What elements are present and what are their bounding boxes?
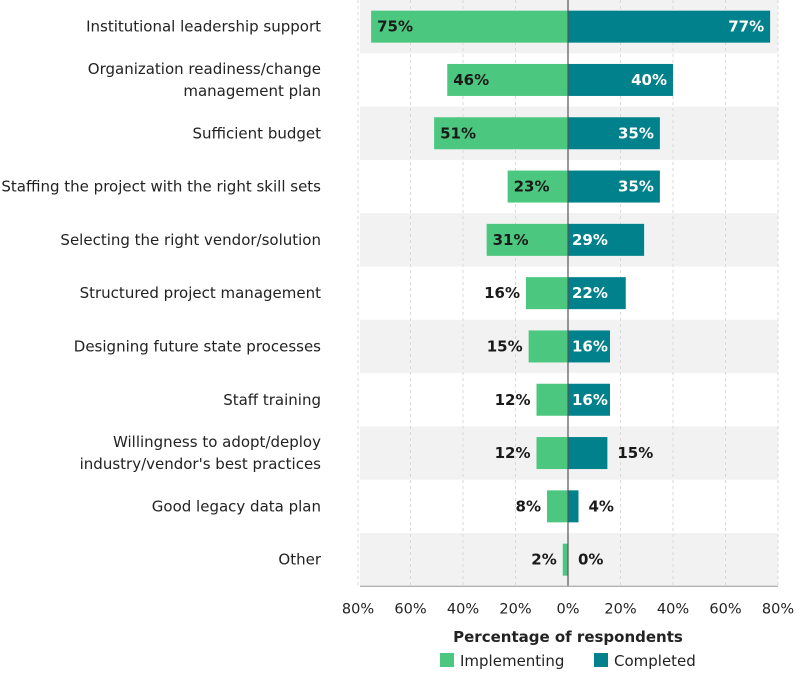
bar-implementing — [536, 437, 568, 470]
bar-implementing — [526, 277, 568, 310]
bar-implementing — [536, 383, 568, 416]
value-label-completed: 0% — [578, 551, 603, 569]
category-label: Designing future state processes — [74, 337, 321, 355]
bar-completed — [568, 437, 608, 470]
category-label: Staff training — [223, 391, 321, 409]
bar-completed — [568, 117, 660, 150]
value-label-completed: 29% — [572, 231, 608, 249]
legend-swatch-completed — [594, 653, 608, 667]
value-label-implementing: 15% — [487, 337, 523, 355]
bar-implementing — [528, 330, 568, 363]
x-axis-title: Percentage of respondents — [453, 628, 683, 646]
bar-completed — [568, 223, 645, 256]
category-label: Structured project management — [80, 284, 321, 302]
x-tick-label: 60% — [394, 601, 426, 617]
category-label: Organization readiness/change management … — [88, 60, 321, 100]
value-label-implementing: 16% — [484, 284, 520, 302]
x-tick-label: 40% — [657, 601, 689, 617]
x-tick-label: 40% — [447, 601, 479, 617]
value-label-completed: 16% — [572, 337, 608, 355]
bar-completed — [568, 170, 660, 203]
value-label-completed: 4% — [589, 497, 614, 515]
category-label: Selecting the right vendor/solution — [60, 231, 321, 249]
category-label: Sufficient budget — [192, 124, 321, 142]
value-label-implementing: 12% — [495, 444, 531, 462]
bar-implementing — [447, 63, 568, 96]
value-label-completed: 15% — [617, 444, 653, 462]
bar-completed — [568, 277, 626, 310]
value-label-completed: 77% — [728, 18, 764, 36]
value-label-implementing: 23% — [514, 178, 550, 196]
bar-implementing — [486, 223, 568, 256]
legend-swatch-implementing — [440, 653, 454, 667]
value-label-implementing: 75% — [377, 18, 413, 36]
value-label-implementing: 51% — [440, 124, 476, 142]
category-label: Staffing the project with the right skil… — [1, 178, 321, 196]
x-tick-label: 80% — [762, 601, 794, 617]
x-tick-label: 60% — [709, 601, 741, 617]
legend: Implementing Completed — [440, 652, 696, 670]
x-tick-label: 80% — [342, 601, 374, 617]
bar-completed — [568, 490, 579, 523]
value-label-completed: 22% — [572, 284, 608, 302]
x-tick-label: 20% — [499, 601, 531, 617]
x-axis: 80% 60% 40% 20% 0% 20% 40% 60% 80% — [342, 0, 794, 617]
bar-implementing — [562, 543, 568, 576]
bar-completed — [568, 10, 771, 43]
category-label: Other — [278, 551, 321, 569]
row-band — [360, 533, 778, 587]
bars — [371, 10, 771, 576]
legend-label-completed: Completed — [614, 652, 696, 670]
bar-implementing — [507, 170, 568, 203]
value-label-implementing: 12% — [495, 391, 531, 409]
value-label-completed: 35% — [618, 124, 654, 142]
bar-completed — [568, 330, 610, 363]
x-tick-label: 0% — [556, 601, 579, 617]
value-label-implementing: 46% — [453, 71, 489, 89]
category-label: Willingness to adopt/deploy industry/vend… — [80, 433, 322, 473]
x-tick-label: 20% — [604, 601, 636, 617]
bar-implementing — [547, 490, 568, 523]
bar-implementing — [434, 117, 568, 150]
gridlines — [357, 0, 779, 587]
value-label-completed: 16% — [572, 391, 608, 409]
bar-implementing — [371, 10, 568, 43]
legend-label-implementing: Implementing — [460, 652, 564, 670]
bar-completed — [568, 383, 610, 416]
value-label-completed: 35% — [618, 178, 654, 196]
category-labels: Institutional leadership support Organiza… — [1, 18, 321, 569]
value-label-implementing: 8% — [516, 497, 541, 515]
value-labels: 75% 77% 46% 40% 51% 35% 23% 35% 31% 29% 16% 22% 15% 1… — [377, 18, 764, 569]
bar-completed — [568, 63, 673, 96]
value-label-implementing: 2% — [531, 551, 556, 569]
value-label-implementing: 31% — [493, 231, 529, 249]
category-label: Good legacy data plan — [152, 497, 321, 515]
category-label: Institutional leadership support — [86, 18, 321, 36]
value-label-completed: 40% — [631, 71, 667, 89]
